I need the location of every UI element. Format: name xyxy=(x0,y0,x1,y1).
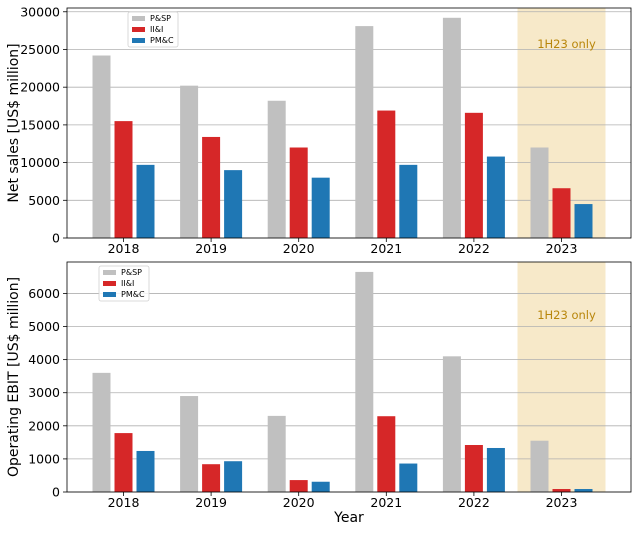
bar-PM&C-2022 xyxy=(486,447,505,492)
bar-P&SP-2021 xyxy=(355,271,374,492)
bar-P&SP-2018 xyxy=(92,372,111,492)
x-tick-label: 2018 xyxy=(108,241,140,256)
x-tick-label: 2021 xyxy=(370,495,402,510)
y-tick-label: 0 xyxy=(52,231,60,246)
bar-II&I-2022 xyxy=(464,112,483,238)
bar-PM&C-2019 xyxy=(224,170,243,238)
y-axis-label: Net sales [US$ million] xyxy=(6,43,22,202)
bar-P&SP-2019 xyxy=(180,396,199,492)
y-tick-label: 30000 xyxy=(20,4,60,19)
y-tick-label: 5000 xyxy=(28,319,60,334)
x-axis-label: Year xyxy=(333,510,364,526)
bar-II&I-2019 xyxy=(202,464,221,492)
bar-PM&C-2021 xyxy=(399,463,418,492)
bar-II&I-2018 xyxy=(114,433,133,492)
x-tick-label: 2022 xyxy=(458,495,490,510)
axes-frame xyxy=(66,261,632,493)
legend-swatch-P&SP xyxy=(132,16,145,21)
legend-swatch-PM&C xyxy=(103,292,116,297)
x-tick-label: 2018 xyxy=(108,495,140,510)
bar-II&I-2021 xyxy=(377,110,396,238)
bar-P&SP-2020 xyxy=(267,415,286,492)
bar-P&SP-2022 xyxy=(442,17,461,238)
y-tick-label: 25000 xyxy=(20,42,60,57)
highlight-annotation: 1H23 only xyxy=(537,37,596,51)
bar-P&SP-2018 xyxy=(92,55,111,239)
y-tick-label: 10000 xyxy=(20,155,60,170)
bar-II&I-2020 xyxy=(289,480,308,492)
legend-entry: PM&C xyxy=(150,36,174,45)
x-tick-label: 2022 xyxy=(458,241,490,256)
legend-entry: P&SP xyxy=(150,14,171,23)
x-tick-label: 2019 xyxy=(195,495,227,510)
legend-swatch-PM&C xyxy=(132,38,145,43)
bar-P&SP-2020 xyxy=(267,100,286,239)
legend-swatch-II&I xyxy=(103,281,116,286)
legend: P&SP II&I PM&C xyxy=(127,11,179,48)
bar-II&I-2020 xyxy=(289,147,308,238)
chart-panel-1: 0 5000 10000 15000 20000 25000 30000 2018 2019 20… xyxy=(6,4,632,256)
y-tick-label: 15000 xyxy=(20,117,60,132)
y-tick-label: 1000 xyxy=(28,451,60,466)
y-tick-label: 20000 xyxy=(20,80,60,95)
x-tick-label: 2023 xyxy=(546,495,578,510)
bar-P&SP-2023 xyxy=(530,147,549,238)
bar-PM&C-2019 xyxy=(224,461,243,492)
bar-II&I-2019 xyxy=(202,136,221,238)
x-tick-label: 2019 xyxy=(195,241,227,256)
bar-PM&C-2018 xyxy=(136,164,155,238)
bar-P&SP-2022 xyxy=(442,356,461,492)
x-tick-label: 2020 xyxy=(283,495,315,510)
axes-frame xyxy=(66,7,632,239)
bar-PM&C-2020 xyxy=(311,481,330,492)
y-tick-label: 6000 xyxy=(28,286,60,301)
bar-II&I-2023 xyxy=(552,188,571,238)
y-tick-label: 4000 xyxy=(28,352,60,367)
bar-PM&C-2023 xyxy=(574,489,593,492)
y-tick-label: 3000 xyxy=(28,385,60,400)
legend-entry: PM&C xyxy=(121,290,145,299)
x-tick-label: 2021 xyxy=(370,241,402,256)
bar-PM&C-2023 xyxy=(574,204,593,238)
legend-swatch-P&SP xyxy=(103,270,116,275)
highlight-annotation: 1H23 only xyxy=(537,308,596,322)
y-tick-label: 5000 xyxy=(28,193,60,208)
bar-II&I-2022 xyxy=(464,445,483,492)
bar-PM&C-2021 xyxy=(399,164,418,238)
legend: P&SP II&I PM&C xyxy=(98,265,150,302)
bar-P&SP-2019 xyxy=(180,85,199,238)
legend-entry: II&I xyxy=(150,25,163,34)
bar-II&I-2023 xyxy=(552,489,571,492)
bar-II&I-2021 xyxy=(377,416,396,492)
bar-PM&C-2022 xyxy=(486,156,505,238)
bar-PM&C-2018 xyxy=(136,450,155,492)
bar-P&SP-2023 xyxy=(530,440,549,492)
chart-panel-2: 0 1000 2000 3000 4000 5000 6000 2018 2019 2020 202… xyxy=(6,261,632,526)
y-tick-label: 0 xyxy=(52,485,60,500)
y-axis-label: Operating EBIT [US$ million] xyxy=(6,277,22,477)
legend-entry: II&I xyxy=(121,279,134,288)
bar-P&SP-2021 xyxy=(355,26,374,239)
legend-swatch-II&I xyxy=(132,27,145,32)
x-tick-label: 2023 xyxy=(546,241,578,256)
y-tick-label: 2000 xyxy=(28,418,60,433)
bar-II&I-2018 xyxy=(114,121,133,238)
bar-PM&C-2020 xyxy=(311,177,330,238)
x-tick-label: 2020 xyxy=(283,241,315,256)
legend-entry: P&SP xyxy=(121,268,142,277)
